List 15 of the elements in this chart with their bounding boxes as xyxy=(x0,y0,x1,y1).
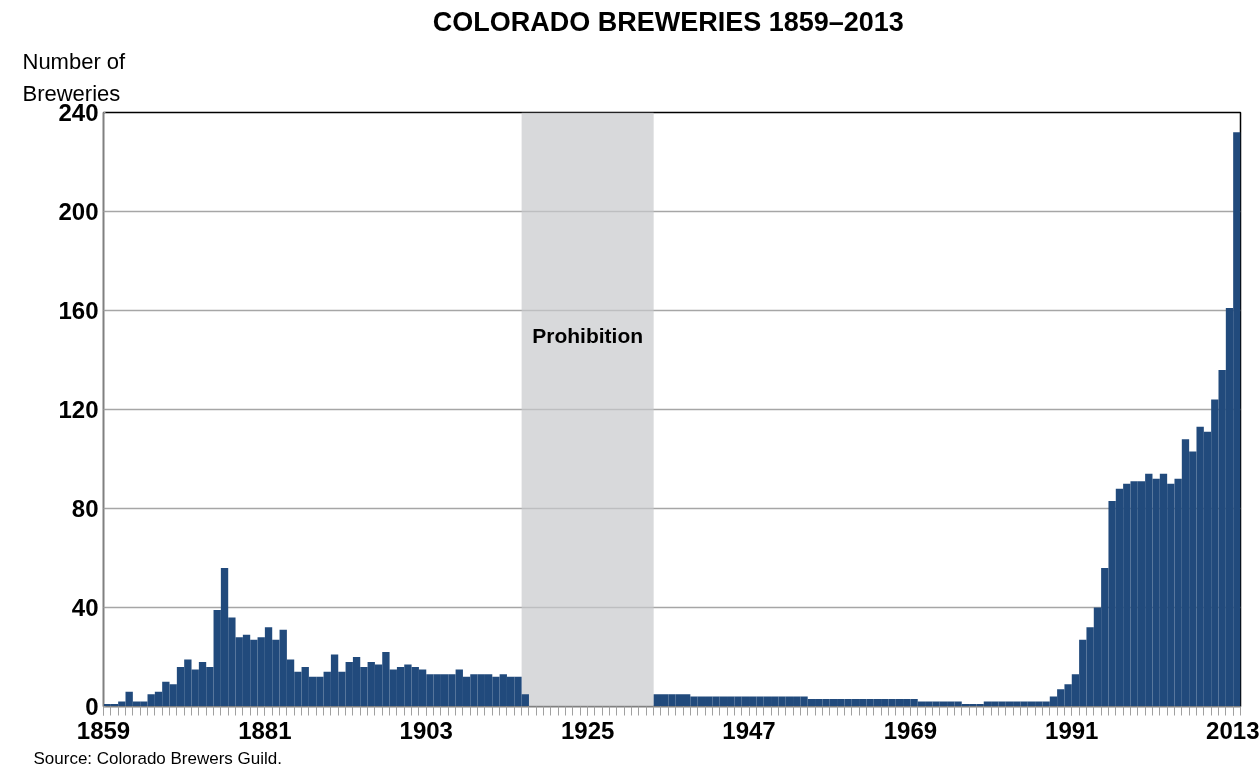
x-tick-label: 1947 xyxy=(722,716,776,744)
y-tick-label: 40 xyxy=(71,594,99,621)
x-tick-label: 1991 xyxy=(1045,716,1099,744)
x-tick-label: 1903 xyxy=(399,716,453,744)
x-tick-label: 1969 xyxy=(883,716,938,744)
y-tick-label: 120 xyxy=(58,396,99,423)
x-tick-label: 1925 xyxy=(560,716,615,744)
band-label: Prohibition xyxy=(532,323,644,347)
chart-title: COLORADO BREWERIES 1859–2013 xyxy=(432,6,904,37)
y-tick-label: 200 xyxy=(58,198,99,225)
x-tick-label: 2013 xyxy=(1206,716,1259,744)
source-note: Source: Colorado Brewers Guild. xyxy=(33,748,283,768)
x-tick-label: 1881 xyxy=(238,716,292,744)
y-tick-label: 80 xyxy=(71,495,99,522)
y-tick-label: 160 xyxy=(58,297,99,324)
